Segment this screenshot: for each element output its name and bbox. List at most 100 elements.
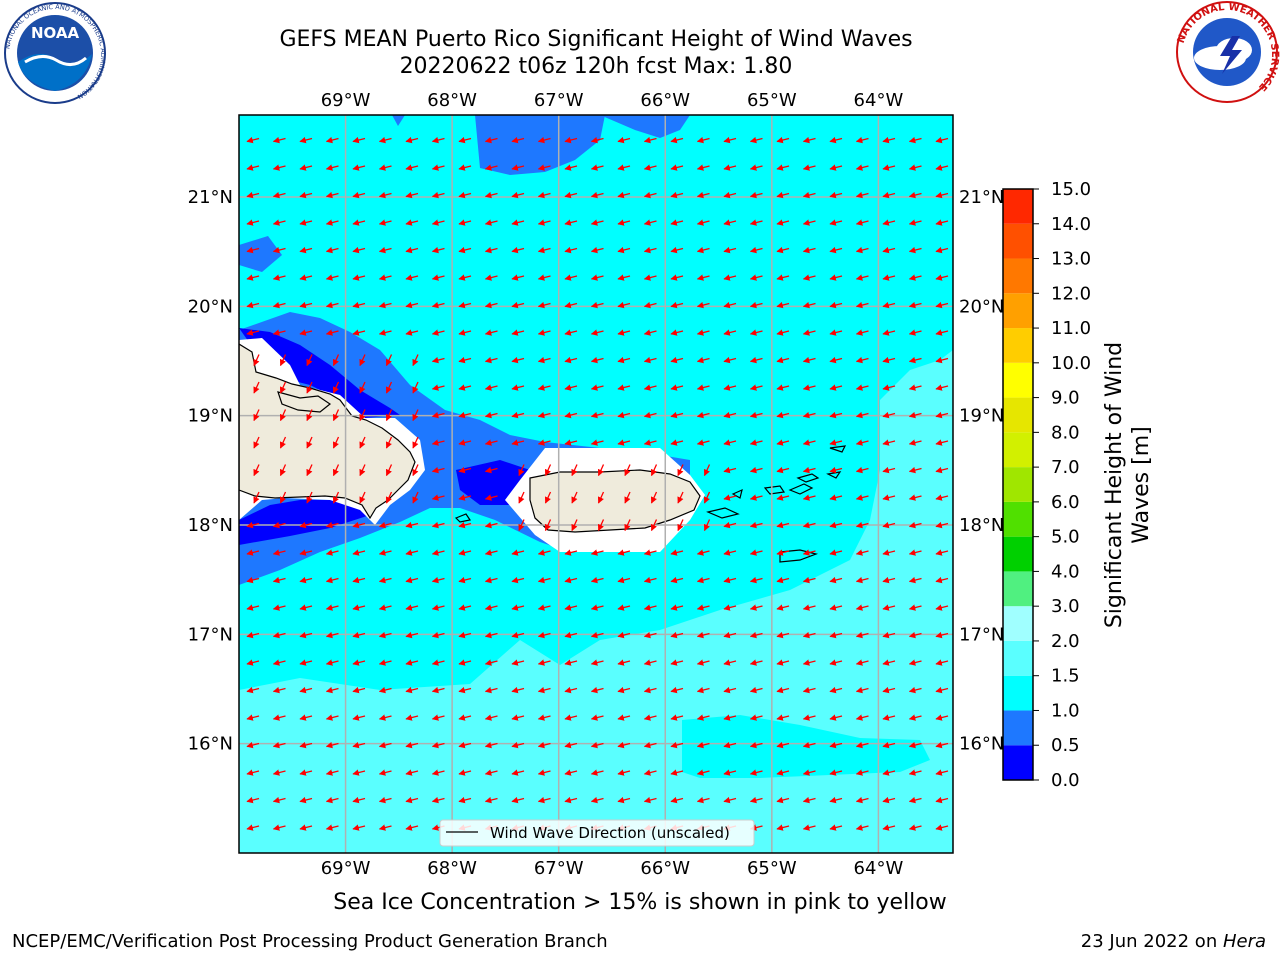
wave-direction-arrow — [511, 659, 525, 666]
wave-direction-arrow — [564, 576, 578, 584]
wave-direction-arrow — [617, 301, 631, 309]
wave-direction-arrow — [537, 769, 551, 776]
wave-direction-arrow — [908, 521, 922, 529]
wave-direction-arrow — [802, 769, 816, 776]
wave-direction-arrow — [405, 576, 419, 584]
wave-direction-arrow — [597, 519, 605, 532]
wave-direction-arrow — [643, 631, 657, 639]
wave-direction-arrow — [272, 631, 286, 639]
wave-direction-arrow — [325, 604, 339, 611]
wave-direction-arrow — [670, 686, 684, 694]
land-puerto-rico — [529, 469, 701, 533]
wave-direction-arrow — [855, 219, 869, 226]
wave-direction-arrow — [458, 191, 472, 199]
wave-direction-arrow — [571, 491, 578, 504]
wave-direction-arrow — [802, 439, 816, 446]
wave-direction-arrow — [484, 549, 498, 556]
wave-direction-arrow — [511, 191, 525, 199]
wave-direction-arrow — [829, 576, 843, 584]
wave-direction-arrow — [597, 464, 605, 477]
wave-direction-arrow — [352, 824, 366, 831]
wave-direction-arrow — [590, 219, 604, 226]
wave-direction-arrow — [723, 411, 737, 419]
lon-label-top: 67°W — [534, 90, 584, 111]
wave-direction-arrow — [272, 796, 286, 804]
wave-direction-arrow — [537, 659, 551, 666]
wave-direction-arrow — [458, 741, 472, 749]
wave-direction-arrow — [802, 549, 816, 556]
wave-direction-arrow — [802, 796, 816, 804]
wave-direction-arrow — [935, 824, 949, 831]
wave-direction-arrow — [855, 659, 869, 666]
wave-direction-arrow — [677, 519, 684, 532]
wave-direction-arrow — [802, 356, 816, 364]
wave-direction-arrow — [325, 631, 339, 639]
wave-direction-arrow — [776, 219, 790, 226]
wave-direction-arrow — [246, 274, 260, 281]
wave-direction-arrow — [617, 604, 631, 611]
wave-direction-arrow — [378, 631, 392, 639]
wave-direction-arrow — [908, 246, 922, 254]
wave-direction-arrow — [723, 604, 737, 611]
wave-direction-arrow — [802, 164, 816, 171]
colorbar-swatch — [1003, 362, 1033, 398]
colorbar — [1002, 188, 1034, 781]
colorbar-tick-label: 7.0 — [1051, 457, 1080, 478]
wave-direction-arrow — [749, 191, 763, 199]
wave-direction-arrow — [908, 384, 922, 391]
wave-direction-arrow — [246, 714, 260, 721]
wave-direction-arrow — [696, 246, 710, 254]
wave-direction-arrow — [670, 384, 684, 391]
wave-direction-arrow — [935, 301, 949, 309]
colorbar-tick-label: 11.0 — [1051, 318, 1091, 339]
wave-direction-arrow — [617, 219, 631, 226]
wave-direction-arrow — [431, 246, 445, 254]
wave-direction-arrow — [590, 769, 604, 776]
wave-direction-arrow — [537, 136, 551, 144]
wave-direction-arrow — [378, 686, 392, 694]
wave-direction-arrow — [776, 136, 790, 144]
wave-direction-arrow — [385, 409, 393, 422]
wave-direction-arrow — [802, 246, 816, 254]
wave-direction-arrow — [723, 549, 737, 556]
wave-direction-arrow — [564, 164, 578, 171]
wave-direction-arrow — [279, 464, 287, 477]
wave-direction-arrow — [246, 604, 260, 611]
wave-direction-arrow — [617, 796, 631, 804]
wave-direction-arrow — [564, 604, 578, 611]
wave-direction-arrow — [378, 549, 392, 556]
wave-direction-arrow — [537, 549, 551, 556]
wave-direction-arrow — [935, 549, 949, 556]
wave-direction-arrow — [431, 659, 445, 666]
wave-direction-arrow — [378, 659, 392, 666]
wave-direction-arrow — [617, 274, 631, 281]
wave-direction-arrow — [431, 191, 445, 199]
wave-direction-arrow — [749, 219, 763, 226]
wave-direction-arrow — [590, 741, 604, 749]
wave-direction-arrow — [749, 659, 763, 666]
wave-direction-arrow — [537, 576, 551, 584]
wave-direction-arrow — [378, 714, 392, 721]
wave-direction-arrow — [272, 659, 286, 666]
wave-direction-arrow — [431, 384, 445, 391]
wave-direction-arrow — [299, 521, 313, 529]
colorbar-tick-label: 12.0 — [1051, 283, 1091, 304]
wave-direction-arrow — [882, 301, 896, 309]
lon-label-top: 64°W — [854, 90, 904, 111]
wave-direction-arrow — [749, 521, 763, 529]
wave-direction-arrow — [908, 356, 922, 364]
wave-direction-arrow — [935, 604, 949, 611]
wave-direction-arrow — [590, 604, 604, 611]
wave-direction-arrow — [272, 164, 286, 171]
wave-direction-arrow — [617, 329, 631, 336]
wave-direction-arrow — [749, 246, 763, 254]
wave-direction-arrow — [882, 824, 896, 831]
wave-direction-arrow — [332, 381, 340, 394]
lon-label-bottom: 67°W — [534, 858, 584, 879]
wave-direction-arrow — [723, 301, 737, 309]
wave-direction-arrow — [670, 796, 684, 804]
wave-direction-arrow — [299, 246, 313, 254]
wave-direction-arrow — [776, 604, 790, 611]
wave-direction-arrow — [723, 356, 737, 364]
